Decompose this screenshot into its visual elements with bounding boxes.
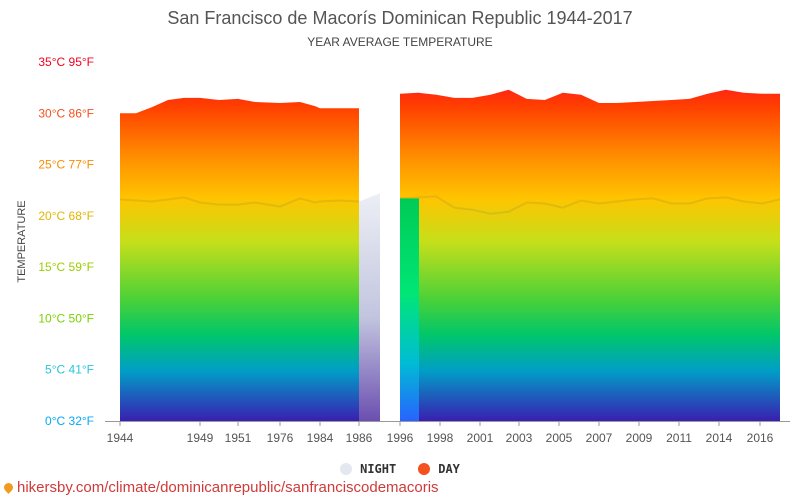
legend-item-night[interactable]: NIGHT bbox=[340, 462, 396, 476]
chart-legend: NIGHT DAY bbox=[0, 462, 800, 476]
legend-night-marker bbox=[340, 463, 353, 475]
day-area-1 bbox=[120, 97, 359, 422]
x-tick-label: 1998 bbox=[427, 431, 454, 445]
y-tick-label: 15°C 59°F bbox=[38, 260, 94, 274]
night-line-2 bbox=[399, 195, 781, 215]
y-tick-label: 20°C 68°F bbox=[38, 209, 94, 223]
x-tick-label: 1996 bbox=[387, 431, 414, 445]
x-tick-label: 2011 bbox=[666, 431, 692, 445]
chart-title: San Francisco de Macorís Dominican Repub… bbox=[167, 8, 633, 28]
x-tick-label: 1984 bbox=[307, 431, 334, 445]
y-axis-title: TEMPERATURE bbox=[16, 200, 28, 282]
legend-day-label: DAY bbox=[438, 462, 460, 476]
y-tick-label: 0°C 32°F bbox=[45, 414, 94, 428]
temperature-chart: TEMPERATURE 0°C 32°F 5°C 41°F 10°C 50°F 15°C… bbox=[16, 55, 790, 445]
x-tick-label: 2014 bbox=[706, 431, 733, 445]
x-tick-label: 1951 bbox=[225, 431, 252, 445]
x-tick-label: 2003 bbox=[506, 431, 533, 445]
x-tick-label: 2005 bbox=[546, 431, 573, 445]
night-area-gap bbox=[359, 193, 380, 421]
x-tick-label: 1986 bbox=[346, 431, 373, 445]
location-pin-icon bbox=[2, 481, 15, 494]
source-link[interactable]: hikersby.com/climate/dominicanrepublic/s… bbox=[2, 479, 439, 496]
x-tick-label: 2016 bbox=[747, 431, 774, 445]
day-area-2 bbox=[400, 89, 780, 421]
y-tick-label: 5°C 41°F bbox=[45, 363, 94, 377]
y-tick-label: 10°C 50°F bbox=[38, 311, 94, 325]
chart-subtitle: YEAR AVERAGE TEMPERATURE bbox=[307, 35, 493, 49]
y-tick-label: 25°C 77°F bbox=[38, 158, 94, 172]
x-tick-label: 2009 bbox=[626, 431, 653, 445]
x-tick-label: 2007 bbox=[586, 431, 613, 445]
night-line-1 bbox=[119, 196, 360, 208]
x-tick-label: 1949 bbox=[187, 431, 214, 445]
y-tick-label: 30°C 86°F bbox=[38, 106, 94, 120]
night-bar-1996 bbox=[400, 198, 419, 421]
x-tick-label: 1944 bbox=[107, 431, 134, 445]
x-tick-label: 2001 bbox=[467, 431, 494, 445]
legend-item-day[interactable]: DAY bbox=[418, 462, 460, 476]
y-tick-label: 35°C 95°F bbox=[38, 55, 94, 69]
legend-day-marker bbox=[418, 463, 431, 475]
source-text: hikersby.com/climate/dominicanrepublic/s… bbox=[17, 479, 439, 496]
x-tick-label: 1976 bbox=[267, 431, 294, 445]
legend-night-label: NIGHT bbox=[360, 462, 397, 476]
